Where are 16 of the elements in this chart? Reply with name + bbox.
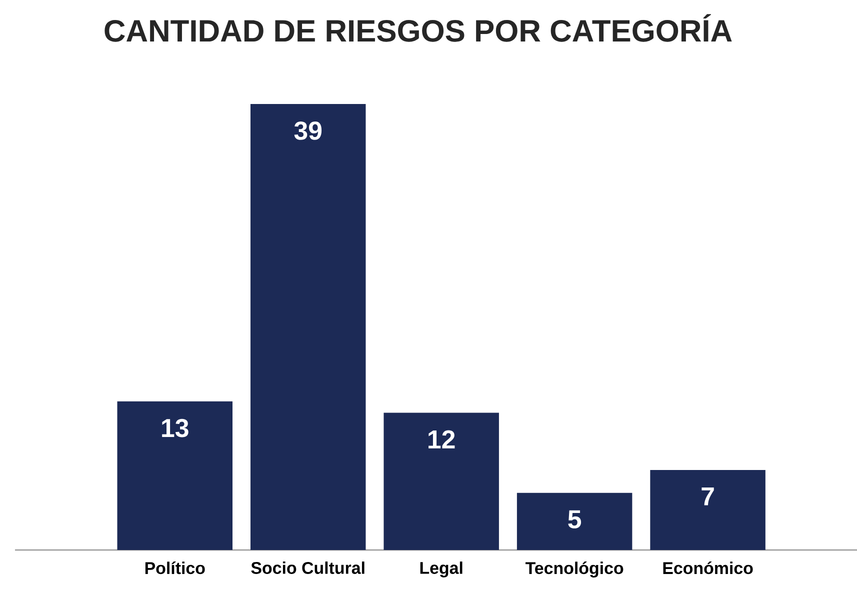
data-label: 5 bbox=[568, 510, 582, 528]
chart-title: CANTIDAD DE RIESGOS POR CATEGORÍA bbox=[104, 14, 732, 42]
data-label: 13 bbox=[162, 418, 188, 438]
data-label: 12 bbox=[428, 430, 455, 448]
bar bbox=[117, 401, 232, 550]
x-tick-label: Legal bbox=[420, 562, 462, 578]
bar bbox=[250, 104, 366, 550]
data-label: 39 bbox=[294, 122, 322, 140]
x-tick-label: Económico bbox=[663, 562, 753, 574]
bar bbox=[516, 492, 632, 550]
bar bbox=[384, 412, 499, 550]
x-tick-label: Político bbox=[145, 562, 205, 574]
bar bbox=[650, 470, 766, 550]
data-label: 7 bbox=[702, 487, 714, 506]
x-tick-label: Socio Cultural bbox=[251, 562, 364, 574]
x-tick-label: Tecnológico bbox=[526, 562, 624, 578]
